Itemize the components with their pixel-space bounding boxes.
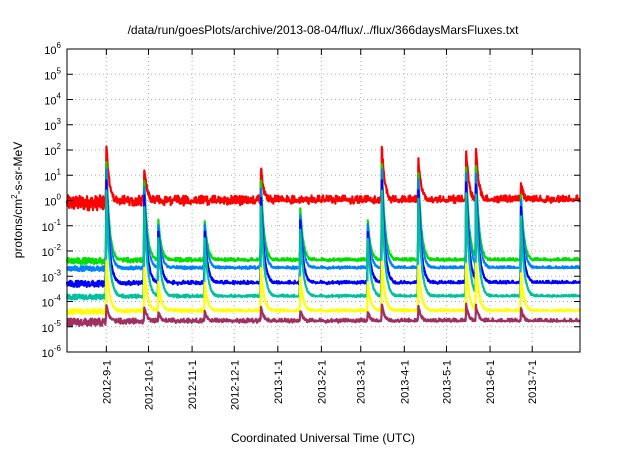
- y-tick-label: 10-1: [42, 218, 62, 234]
- y-tick-labels: 10-6 10-5 10-4 10-3 10-2 10-1 100 101 102 103 104 1…: [42, 41, 62, 360]
- x-axis-label: Coordinated Universal Time (UTC): [231, 431, 415, 445]
- x-tick-label: 2013-1-1: [273, 360, 285, 404]
- y-tick-label: 104: [44, 92, 61, 108]
- x-tick-label: 2013-7-1: [527, 360, 539, 404]
- series-line: [65, 161, 581, 266]
- y-axis-label-suffix: -s-sr-MeV: [11, 142, 25, 195]
- series-line: [66, 302, 581, 328]
- y-tick-label: 10-3: [42, 268, 62, 284]
- y-tick-label: 105: [44, 66, 61, 82]
- chart-title: /data/run/goesPlots/archive/2013-08-04/f…: [128, 23, 520, 37]
- x-tick-label: 2013-5-1: [441, 360, 453, 404]
- series-line: [65, 145, 582, 212]
- series-line: [66, 195, 581, 277]
- series-line: [65, 189, 581, 301]
- ticks: [67, 48, 580, 353]
- y-tick-label: 10-4: [42, 294, 62, 310]
- series-layer: [65, 145, 582, 328]
- y-tick-label: 10-6: [42, 344, 62, 360]
- y-tick-label: 102: [44, 142, 61, 158]
- x-tick-label: 2012-12-1: [229, 360, 241, 410]
- x-tick-label: 2013-2-1: [316, 360, 328, 404]
- x-tick-label: 2013-3-1: [356, 360, 368, 404]
- series-line: [66, 259, 582, 316]
- x-tick-labels: 2012-9-1 2012-10-1 2012-11-1 2012-12-1 2013-…: [101, 360, 539, 410]
- y-tick-label: 101: [44, 167, 61, 183]
- x-tick-label: 2013-6-1: [485, 360, 497, 404]
- y-tick-label: 103: [44, 117, 61, 133]
- series-line: [65, 168, 581, 273]
- y-axis-label-prefix: protons/cm: [11, 199, 25, 258]
- grid: [67, 49, 580, 352]
- x-tick-label: 2013-4-1: [399, 360, 411, 404]
- y-tick-label: 10-2: [42, 243, 62, 259]
- x-tick-label: 2012-11-1: [187, 360, 199, 409]
- y-tick-label: 106: [44, 41, 61, 57]
- x-tick-label: 2012-9-1: [101, 360, 113, 404]
- y-tick-label: 100: [44, 193, 61, 209]
- series-line: [65, 179, 582, 289]
- y-axis-label: protons/cm2-s-sr-MeV: [10, 142, 25, 258]
- y-tick-label: 10-5: [42, 319, 62, 335]
- x-tick-label: 2012-10-1: [144, 360, 156, 410]
- y-axis-label-superscript: 2: [10, 194, 19, 199]
